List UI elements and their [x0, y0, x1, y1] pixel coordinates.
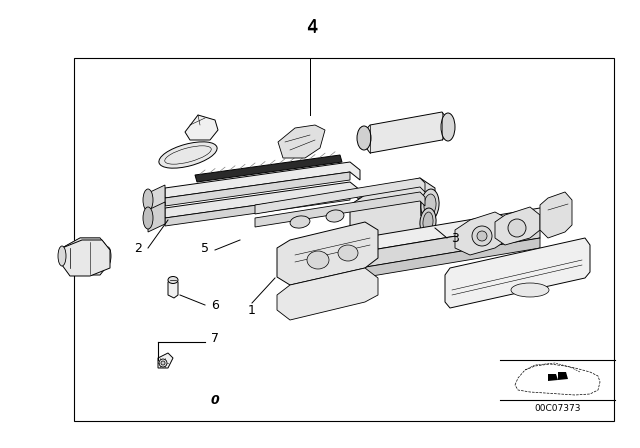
Polygon shape — [278, 125, 325, 158]
Text: 4: 4 — [307, 18, 317, 36]
Ellipse shape — [441, 113, 455, 141]
Polygon shape — [300, 238, 540, 288]
Ellipse shape — [338, 245, 358, 261]
Text: 7: 7 — [211, 332, 219, 345]
Polygon shape — [168, 278, 178, 298]
Text: 5: 5 — [201, 241, 209, 254]
Ellipse shape — [58, 246, 66, 266]
Polygon shape — [277, 222, 378, 285]
Polygon shape — [364, 112, 448, 153]
Polygon shape — [62, 238, 108, 275]
Ellipse shape — [357, 126, 371, 150]
Polygon shape — [540, 192, 572, 238]
Polygon shape — [255, 192, 425, 227]
Polygon shape — [277, 268, 378, 320]
Ellipse shape — [143, 189, 153, 211]
Polygon shape — [445, 238, 590, 308]
Polygon shape — [165, 182, 360, 218]
Polygon shape — [255, 178, 425, 214]
Ellipse shape — [420, 208, 436, 236]
Polygon shape — [455, 212, 510, 255]
Polygon shape — [350, 178, 435, 255]
Ellipse shape — [290, 216, 310, 228]
Polygon shape — [195, 155, 342, 182]
Ellipse shape — [143, 207, 153, 229]
Bar — [74, 58, 614, 421]
Ellipse shape — [326, 210, 344, 222]
Text: 00C07373: 00C07373 — [535, 404, 581, 413]
Ellipse shape — [472, 226, 492, 246]
Text: 2: 2 — [134, 241, 142, 254]
Polygon shape — [548, 374, 558, 381]
Ellipse shape — [159, 359, 167, 367]
Ellipse shape — [511, 283, 549, 297]
Polygon shape — [495, 207, 540, 245]
Ellipse shape — [168, 276, 178, 284]
Polygon shape — [300, 222, 540, 278]
Text: 4: 4 — [307, 19, 317, 37]
Polygon shape — [558, 372, 568, 380]
Polygon shape — [185, 115, 218, 140]
Polygon shape — [300, 208, 555, 262]
Text: 6: 6 — [211, 298, 219, 311]
Ellipse shape — [421, 189, 439, 221]
Ellipse shape — [161, 361, 165, 365]
Ellipse shape — [105, 247, 111, 265]
Ellipse shape — [159, 142, 217, 168]
Ellipse shape — [423, 212, 433, 232]
Polygon shape — [62, 238, 108, 248]
Text: 0: 0 — [211, 393, 220, 406]
Ellipse shape — [307, 251, 329, 269]
Polygon shape — [158, 353, 173, 368]
Polygon shape — [62, 240, 110, 276]
Text: 3: 3 — [451, 232, 459, 245]
Polygon shape — [165, 162, 360, 198]
Ellipse shape — [508, 219, 526, 237]
Polygon shape — [165, 192, 350, 226]
Text: 1: 1 — [248, 303, 256, 316]
Ellipse shape — [477, 231, 487, 241]
Polygon shape — [165, 172, 350, 206]
Polygon shape — [148, 202, 165, 232]
Ellipse shape — [424, 194, 436, 216]
Polygon shape — [148, 185, 165, 214]
